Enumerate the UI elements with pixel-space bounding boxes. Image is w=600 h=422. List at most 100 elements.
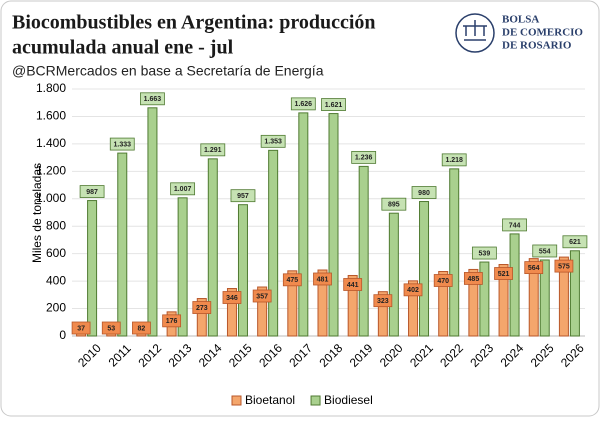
bar (528, 258, 539, 337)
bar (569, 250, 580, 337)
y-tick-label: 600 (46, 246, 66, 260)
value-label: 980 (418, 190, 430, 197)
y-tick-label: 1.800 (36, 81, 66, 95)
value-label-box (343, 278, 363, 291)
value-label: 402 (407, 287, 419, 294)
bar (498, 264, 509, 337)
value-label-box (321, 98, 346, 111)
bar (388, 212, 399, 337)
value-label-box (109, 137, 135, 151)
value-label: 53 (107, 325, 115, 332)
y-tick-label: 800 (46, 218, 66, 232)
value-label: 1.626 (295, 101, 313, 108)
bar (419, 201, 430, 337)
value-label-box (260, 134, 286, 148)
bar (558, 256, 569, 337)
value-label: 564 (528, 265, 540, 272)
bar (287, 270, 298, 337)
value-label: 1.621 (325, 102, 343, 109)
legend-label: Bioetanol (245, 393, 295, 407)
bar (347, 274, 358, 337)
value-label: 273 (196, 305, 208, 312)
value-label: 1.218 (445, 157, 463, 164)
value-label: 82 (138, 325, 146, 332)
bar (117, 152, 128, 337)
value-label-box (463, 272, 483, 285)
brand-text: BOLSA (502, 14, 539, 26)
y-tick-label: 400 (46, 273, 66, 287)
logo-icon (455, 13, 495, 53)
value-label-box (170, 182, 196, 196)
value-label-box (162, 314, 182, 328)
bar (268, 149, 279, 337)
value-label: 1.353 (264, 139, 282, 146)
bar (226, 288, 237, 337)
legend-label: Biodiesel (324, 393, 373, 407)
value-label: 575 (558, 263, 570, 270)
legend-swatch (231, 395, 242, 406)
value-label: 1.291 (204, 147, 222, 154)
value-label: 176 (166, 318, 178, 325)
value-label-box (230, 189, 256, 203)
value-label: 485 (468, 276, 480, 283)
value-label-box (373, 294, 393, 308)
value-label: 957 (237, 193, 249, 200)
value-label-box (411, 186, 437, 199)
value-label-box (502, 218, 527, 232)
value-label: 521 (498, 271, 510, 278)
value-label-box (79, 185, 105, 198)
value-label-box (403, 283, 423, 297)
value-label-box (252, 289, 272, 303)
value-label: 1.663 (144, 96, 162, 103)
value-label-box (290, 97, 316, 111)
bar (207, 158, 218, 337)
logo-icon (463, 20, 487, 41)
bar (408, 280, 419, 337)
value-label-box (441, 153, 467, 167)
value-label: 539 (479, 250, 491, 257)
bar (328, 113, 339, 337)
y-tick-label: 1.400 (36, 136, 66, 150)
bar (449, 168, 460, 337)
value-label: 895 (388, 202, 400, 209)
value-label-box (351, 150, 377, 164)
bar (196, 298, 207, 337)
value-label: 37 (77, 325, 85, 332)
value-label-box (132, 321, 151, 335)
bar (87, 200, 98, 337)
bar (147, 107, 158, 337)
value-label: 481 (317, 276, 329, 283)
value-label-box (524, 261, 544, 275)
chart-title: Biocombustibles en Argentina: producción (12, 12, 376, 34)
value-label-box (282, 273, 302, 287)
value-label-box (101, 321, 121, 335)
y-tick-label: 1.000 (36, 191, 66, 205)
value-label-box (532, 244, 558, 258)
chart-subtitle: @BCRMercados en base a Secretaría de Ene… (12, 63, 324, 79)
value-label: 1.333 (113, 141, 131, 148)
value-label: 1.007 (174, 186, 192, 193)
bar (257, 286, 268, 337)
bar (177, 197, 188, 337)
y-tick-label: 0 (59, 328, 66, 342)
value-label: 621 (569, 239, 581, 246)
value-label-box (140, 92, 165, 106)
bar (358, 165, 369, 337)
value-label-box (71, 321, 91, 335)
y-tick-label: 1.200 (36, 164, 66, 178)
brand-text: DE COMERCIO (502, 27, 583, 39)
legend-swatch (310, 395, 321, 406)
value-label: 744 (509, 222, 521, 229)
value-label: 470 (437, 278, 449, 285)
bar (317, 269, 328, 337)
value-label: 346 (226, 295, 238, 302)
value-label-box (313, 272, 332, 286)
value-label: 554 (539, 248, 551, 255)
value-label-box (381, 197, 407, 211)
chart-title: acumulada anual ene - jul (12, 37, 234, 59)
value-label: 475 (286, 277, 298, 284)
value-label: 441 (347, 282, 359, 289)
value-label: 1.236 (355, 155, 373, 162)
value-label-box (494, 267, 513, 280)
